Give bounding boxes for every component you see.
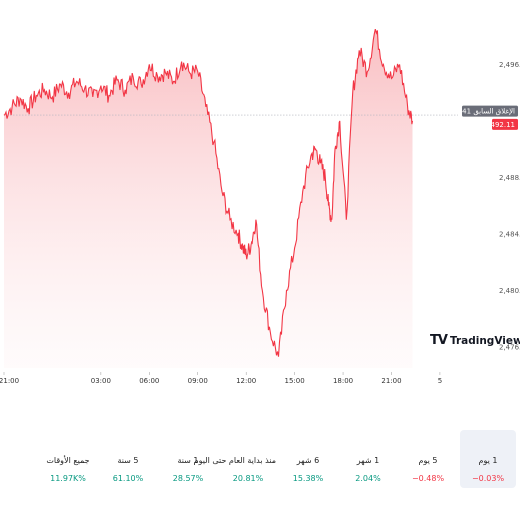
period-change-value: 61.10% xyxy=(112,474,144,483)
period-label: منذ بداية العام حتى اليوم xyxy=(193,456,276,465)
period-card[interactable]: 5 سنة 61.10% xyxy=(100,430,156,488)
y-tick-label: 2,496.00 xyxy=(499,61,520,69)
price-chart[interactable]: 2,496.00 2,488.00 2,484.00 2,480.00 2,476.00… xyxy=(0,0,520,395)
x-tick-label: 09:00 xyxy=(188,377,208,385)
x-tick-label: 21:00 xyxy=(0,377,19,385)
period-card[interactable]: 1 سنة 28.57% xyxy=(160,430,216,488)
tradingview-logo-icon: TV xyxy=(430,333,448,348)
last-price-tag: 2,492.11 xyxy=(484,118,518,130)
x-tick-label: 12:00 xyxy=(236,377,256,385)
x-tick-label: 15:00 xyxy=(285,377,305,385)
performance-periods: 1 يوم −0.03% 5 يوم −0.48% 1 شهر 2.04% 6 شهر 15.… xyxy=(36,430,516,488)
period-label: جميع الأوقات xyxy=(46,456,90,465)
period-label: 6 شهر xyxy=(296,456,320,465)
period-change-value: 2.04% xyxy=(355,474,381,483)
period-label: 1 سنة xyxy=(177,456,199,465)
period-label: 1 شهر xyxy=(356,456,380,465)
x-tick-label: 5 xyxy=(438,377,442,385)
x-axis: 21:00 03:00 06:00 09:00 12:00 15:00 18:00 21:00… xyxy=(0,372,442,385)
period-card[interactable]: منذ بداية العام حتى اليوم 20.81% xyxy=(193,430,276,488)
price-tags: الإغلاق السابق 2,492.41 2,492.11 xyxy=(440,105,518,130)
period-change-value: −0.48% xyxy=(411,474,445,483)
y-tick-label: 2,488.00 xyxy=(499,174,520,182)
x-tick-label: 21:00 xyxy=(381,377,401,385)
period-card[interactable]: 5 يوم −0.48% xyxy=(400,430,456,488)
price-line xyxy=(3,28,414,357)
logo-text: TradingView xyxy=(449,334,520,347)
previous-close-tag: الإغلاق السابق 2,492.41 xyxy=(440,105,518,117)
period-label: 1 يوم xyxy=(478,456,498,465)
period-card[interactable]: 6 شهر 15.38% xyxy=(280,430,336,488)
y-tick-label: 2,476.00 xyxy=(499,343,520,351)
period-change-value: 11.97K% xyxy=(50,474,86,483)
x-tick-label: 06:00 xyxy=(139,377,159,385)
period-change-value: 20.81% xyxy=(232,474,264,483)
period-card[interactable]: جميع الأوقات 11.97K% xyxy=(40,430,96,488)
period-label: 5 يوم xyxy=(418,456,438,465)
period-change-value: 15.38% xyxy=(292,474,324,483)
period-change-value: 28.57% xyxy=(172,474,204,483)
period-card[interactable]: 1 يوم −0.03% xyxy=(460,430,516,488)
x-tick-label: 18:00 xyxy=(333,377,353,385)
x-tick-label: 03:00 xyxy=(91,377,111,385)
price-area-fill xyxy=(4,29,413,368)
period-card[interactable]: 1 شهر 2.04% xyxy=(340,430,396,488)
period-label: 5 سنة xyxy=(117,456,139,465)
y-axis: 2,496.00 2,488.00 2,484.00 2,480.00 2,476.00 xyxy=(499,61,520,351)
svg-text:الإغلاق السابق 2,492.41: الإغلاق السابق 2,492.41 xyxy=(440,108,515,116)
svg-text:2,492.11: 2,492.11 xyxy=(484,121,515,129)
y-tick-label: 2,484.00 xyxy=(499,230,520,238)
period-change-value: −0.03% xyxy=(471,474,505,483)
y-tick-label: 2,480.00 xyxy=(499,287,520,295)
tradingview-logo[interactable]: TV TradingView xyxy=(430,333,520,348)
